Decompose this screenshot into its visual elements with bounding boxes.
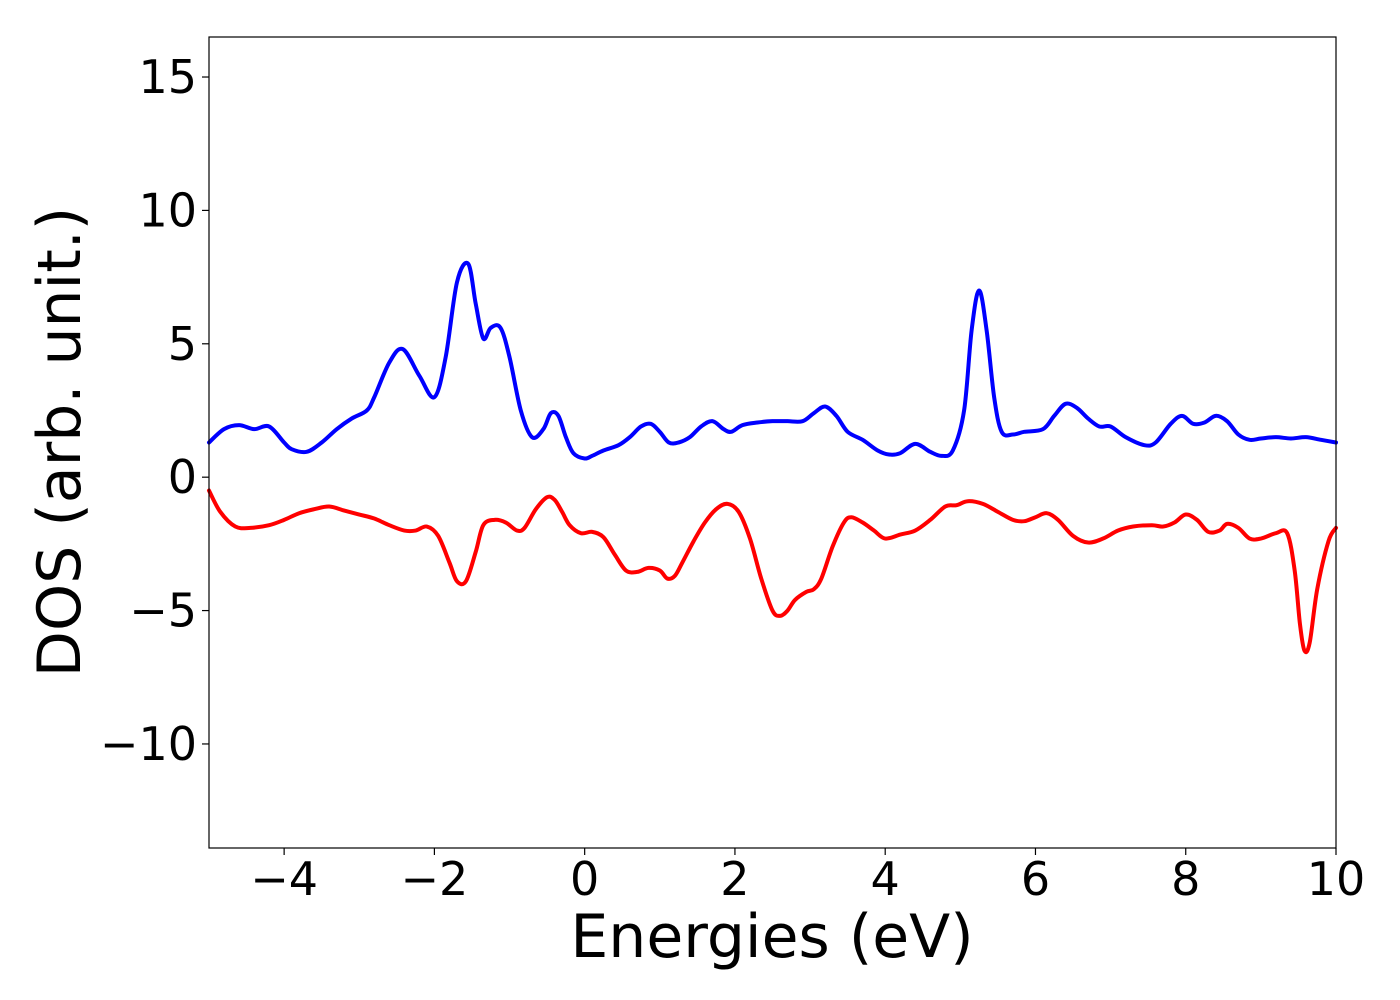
y-axis-title: DOS (arb. unit.) xyxy=(25,207,95,677)
x-axis-title: Energies (eV) xyxy=(570,902,973,972)
x-tick-label: 4 xyxy=(871,852,900,906)
x-tick-label: −4 xyxy=(250,852,318,906)
plot-frame xyxy=(208,36,1337,849)
x-tick-label: 2 xyxy=(720,852,749,906)
y-tick-label: 0 xyxy=(168,450,197,504)
y-tick-label: −10 xyxy=(100,717,197,771)
y-tick-label: 10 xyxy=(138,183,197,237)
series-line-1 xyxy=(207,260,1338,461)
x-tick-label: 6 xyxy=(1021,852,1050,906)
y-tick-label: 15 xyxy=(138,50,197,104)
series-line-2 xyxy=(207,488,1338,655)
series-layer xyxy=(207,260,1338,655)
y-axis: −10 −5 0 5 10 15 xyxy=(100,50,209,771)
x-tick-label: −2 xyxy=(400,852,468,906)
x-tick-label: 8 xyxy=(1171,852,1200,906)
y-tick-label: 5 xyxy=(168,317,197,371)
y-tick-label: −5 xyxy=(129,584,197,638)
x-tick-label: 0 xyxy=(570,852,599,906)
x-axis: −4 −2 0 2 4 6 8 10 xyxy=(250,848,1365,906)
x-tick-label: 10 xyxy=(1307,852,1366,906)
